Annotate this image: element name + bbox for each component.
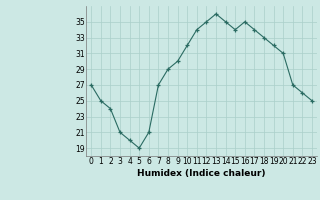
X-axis label: Humidex (Indice chaleur): Humidex (Indice chaleur) xyxy=(137,169,266,178)
